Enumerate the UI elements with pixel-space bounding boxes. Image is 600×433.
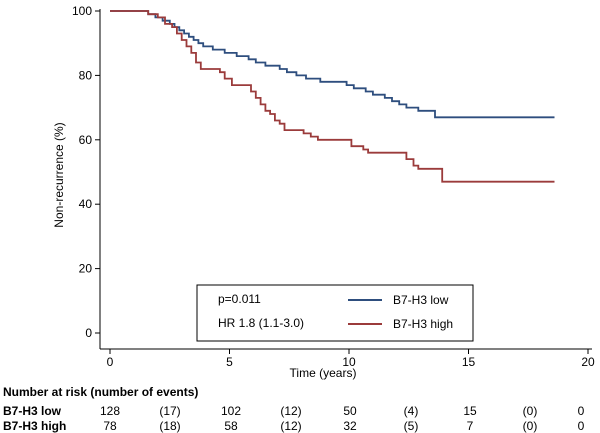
hazard-ratio-annotation: HR 1.8 (1.1-3.0)	[218, 316, 304, 330]
y-tick-label: 20	[79, 262, 93, 276]
risk-row-label: B7-H3 high	[3, 419, 67, 433]
risk-cell: 15	[463, 404, 477, 418]
legend-label-b7h3-low: B7-H3 low	[393, 293, 449, 307]
risk-cell: 102	[220, 404, 242, 418]
km-curve-b7h3-high	[110, 10, 555, 183]
risk-row-label: B7-H3 low	[3, 404, 62, 418]
legend: p=0.011 HR 1.8 (1.1-3.0) B7-H3 low B7-H3…	[196, 284, 474, 342]
risk-cell: 78	[103, 419, 117, 433]
risk-row-b7h3-low: B7-H3 low 128 (17) 102 (12) 50 (4) 15 (0…	[3, 404, 598, 418]
risk-cell: (12)	[280, 419, 302, 433]
x-tick-label: 15	[462, 355, 476, 369]
risk-cell: 32	[343, 419, 357, 433]
risk-cell: 58	[224, 419, 238, 433]
risk-table-title: Number at risk (number of events)	[3, 385, 199, 399]
risk-cell: (5)	[403, 419, 419, 433]
risk-row-b7h3-high: B7-H3 high 78 (18) 58 (12) 32 (5) 7 (0) …	[3, 419, 598, 433]
y-tick-label: 40	[79, 197, 93, 211]
risk-cell: 7	[466, 419, 474, 433]
x-tick-label: 5	[226, 355, 233, 369]
y-tick-label: 60	[79, 133, 93, 147]
axes: 0 20 40 60 80 100 0 5 10 15 20	[72, 4, 595, 369]
risk-cell: 0	[577, 404, 585, 418]
risk-cell: (18)	[159, 419, 181, 433]
risk-cell: 128	[99, 404, 121, 418]
x-axis-label: Time (years)	[290, 366, 357, 380]
risk-cell: (0)	[522, 404, 538, 418]
risk-cell: (0)	[522, 419, 538, 433]
risk-cell: (4)	[403, 404, 419, 418]
y-tick-label: 100	[72, 4, 92, 18]
legend-box	[196, 284, 474, 342]
risk-cell: (12)	[280, 404, 302, 418]
y-tick-label: 0	[85, 326, 92, 340]
risk-cell: (17)	[159, 404, 181, 418]
x-tick-label: 10	[342, 355, 356, 369]
risk-cell: 50	[343, 404, 357, 418]
km-curve-b7h3-low	[110, 10, 555, 119]
x-tick-label: 20	[581, 355, 595, 369]
y-tick-label: 80	[79, 68, 93, 82]
legend-label-b7h3-high: B7-H3 high	[393, 317, 453, 331]
x-tick-label: 0	[107, 355, 114, 369]
y-axis-label: Non-recurrence (%)	[52, 122, 66, 227]
p-value-annotation: p=0.011	[218, 292, 261, 306]
plot-area	[110, 10, 555, 183]
risk-cell: 0	[577, 419, 585, 433]
